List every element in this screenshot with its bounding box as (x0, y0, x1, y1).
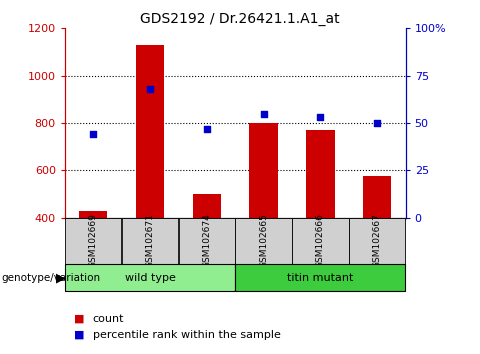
Point (203, 126, 211, 132)
Bar (65, 264, 235, 291)
Text: GSM102665: GSM102665 (259, 213, 268, 268)
Bar (65, 218, 121, 264)
Bar (349, 218, 405, 264)
Point (316, 114, 324, 120)
Text: GSM102671: GSM102671 (145, 213, 155, 268)
Text: genotype/variation: genotype/variation (1, 273, 100, 283)
Bar (236, 218, 292, 264)
Text: GDS2192 / Dr.26421.1.A1_at: GDS2192 / Dr.26421.1.A1_at (140, 12, 340, 27)
Bar (136, 45, 164, 218)
Point (146, 86, 154, 92)
Text: GSM102674: GSM102674 (202, 213, 211, 268)
Bar (122, 218, 178, 264)
Text: count: count (93, 314, 124, 324)
Text: GSM102667: GSM102667 (372, 213, 382, 268)
Text: percentile rank within the sample: percentile rank within the sample (93, 330, 280, 339)
Point (373, 120, 381, 126)
Bar (192, 194, 221, 218)
Text: ■: ■ (74, 314, 85, 324)
Bar (363, 176, 391, 218)
Text: GSM102669: GSM102669 (89, 213, 98, 268)
Point (89, 132, 97, 137)
Bar (250, 123, 278, 218)
Bar (306, 130, 335, 218)
Text: GSM102666: GSM102666 (316, 213, 325, 268)
Text: ■: ■ (74, 330, 85, 339)
Text: titin mutant: titin mutant (287, 273, 354, 283)
Text: ▶: ▶ (56, 272, 65, 284)
Text: wild type: wild type (125, 273, 175, 283)
Point (260, 111, 267, 116)
Bar (179, 218, 235, 264)
Bar (79, 211, 108, 218)
Bar (292, 218, 348, 264)
Bar (236, 264, 405, 291)
